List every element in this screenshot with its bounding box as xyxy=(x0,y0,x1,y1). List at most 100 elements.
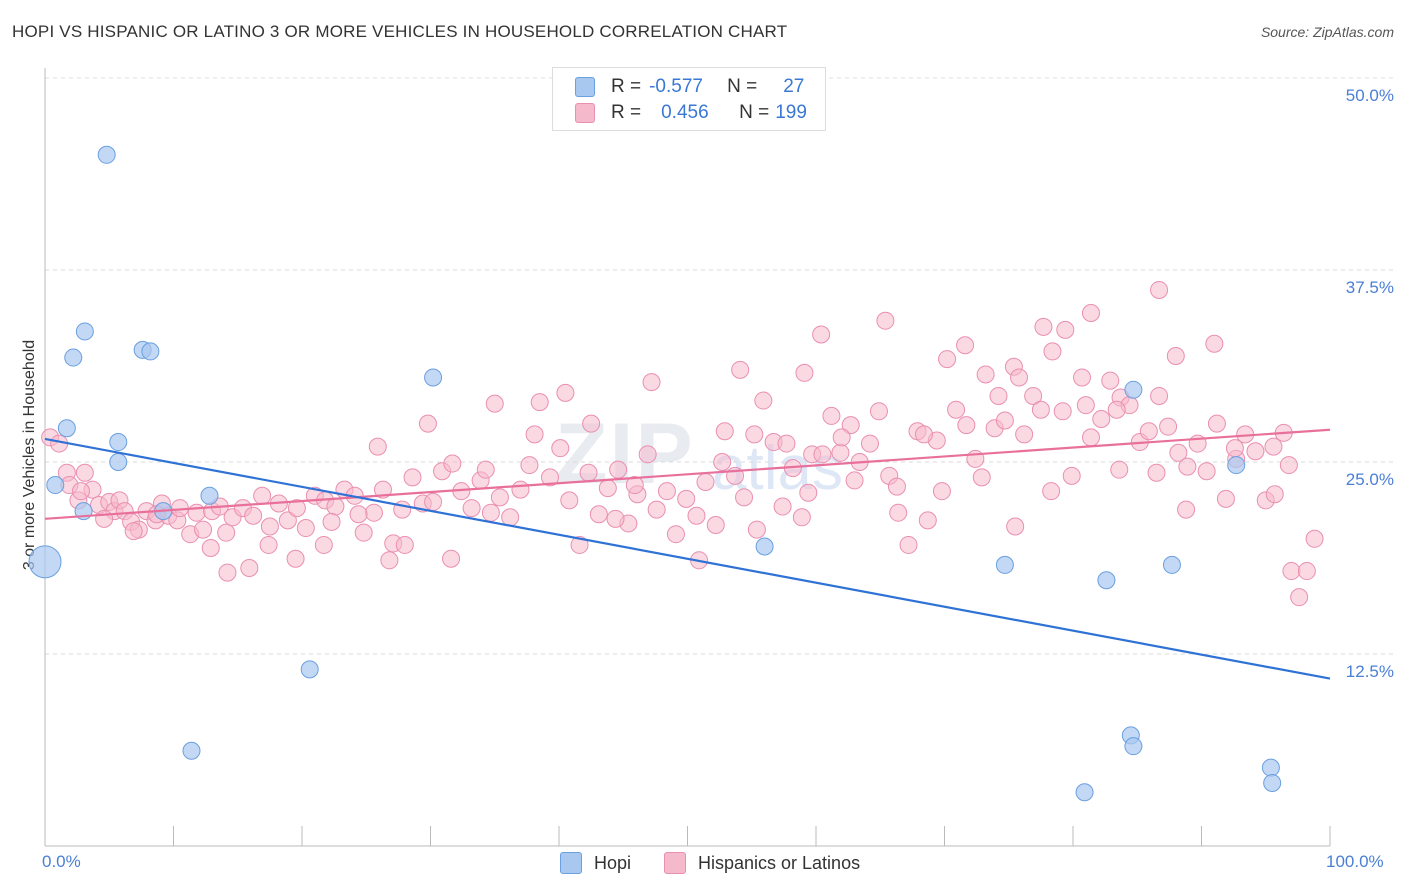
hispanic-point xyxy=(832,428,851,447)
hispanic-point xyxy=(947,400,966,419)
hispanic-point xyxy=(932,482,951,501)
hispanic-point xyxy=(706,515,725,534)
hispanic-point xyxy=(75,463,94,482)
hispanic-point xyxy=(1246,442,1265,461)
hopi-point xyxy=(46,476,65,495)
hispanic-point xyxy=(560,491,579,510)
hispanic-point xyxy=(1024,386,1043,405)
hispanic-point xyxy=(1290,588,1309,607)
legend-hispanic-label: Hispanics or Latinos xyxy=(698,852,861,873)
hispanic-point xyxy=(1062,466,1081,485)
legend-hopi-label: Hopi xyxy=(594,852,632,873)
hispanic-point xyxy=(799,483,818,502)
hispanic-point xyxy=(747,520,766,539)
hispanic-point xyxy=(1015,425,1034,444)
hopi-point xyxy=(97,145,116,164)
hispanic-point xyxy=(914,425,933,444)
legend-item-hispanic: Hispanics or Latinos xyxy=(664,852,860,874)
y-tick-label: 25.0% xyxy=(1345,470,1394,489)
hispanic-point xyxy=(1207,414,1226,433)
hispanic-point xyxy=(462,499,481,518)
hopi-point xyxy=(57,419,76,438)
hispanic-point xyxy=(259,535,278,554)
hispanic-swatch xyxy=(575,103,595,123)
hopi-point xyxy=(141,342,160,361)
hispanic-point xyxy=(1031,400,1050,419)
hispanic-point xyxy=(349,505,368,524)
hispanic-point xyxy=(1216,489,1235,508)
hispanic-point xyxy=(217,523,236,542)
legend-hispanic-swatch xyxy=(664,852,686,874)
legend-item-hopi: Hopi xyxy=(560,852,631,874)
hispanic-point xyxy=(481,503,500,522)
hispanic-point xyxy=(1169,443,1188,462)
hispanic-point xyxy=(354,523,373,542)
hispanic-point xyxy=(1006,517,1025,536)
hispanic-point xyxy=(403,468,422,487)
y-tick-label: 50.0% xyxy=(1345,86,1394,105)
hispanic-point xyxy=(773,497,792,516)
hispanic-point xyxy=(609,460,628,479)
hopi-point xyxy=(995,555,1014,574)
hispanic-point xyxy=(443,454,462,473)
hispanic-point xyxy=(556,383,575,402)
hispanic-point xyxy=(194,520,213,539)
hispanic-point xyxy=(1056,320,1075,339)
hopi-point xyxy=(182,741,201,760)
hispanic-point xyxy=(972,468,991,487)
hispanic-point xyxy=(638,445,657,464)
hispanic-point xyxy=(795,363,814,382)
hispanic-point xyxy=(1110,460,1129,479)
hispanic-point xyxy=(582,414,601,433)
hispanic-point xyxy=(286,549,305,568)
y-tick-label: 37.5% xyxy=(1345,278,1394,297)
hispanic-point xyxy=(956,336,975,355)
hispanic-point xyxy=(253,486,272,505)
hispanic-point xyxy=(995,411,1014,430)
hispanic-point xyxy=(696,472,715,491)
hispanic-point xyxy=(530,393,549,412)
legend-hopi-swatch xyxy=(560,852,582,874)
hispanic-point xyxy=(1053,402,1072,421)
hopi-point xyxy=(755,537,774,556)
hispanic-point xyxy=(520,456,539,475)
hispanic-point xyxy=(570,535,589,554)
hispanic-point xyxy=(579,463,598,482)
hopi-point xyxy=(1227,456,1246,475)
hispanic-point xyxy=(642,373,661,392)
hispanic-point xyxy=(373,480,392,499)
hispanic-point xyxy=(792,508,811,527)
hispanic-point xyxy=(745,425,764,444)
hispanic-point xyxy=(677,489,696,508)
hopi-point xyxy=(200,486,219,505)
hispanic-point xyxy=(754,391,773,410)
hopi-point xyxy=(64,348,83,367)
hispanic-point xyxy=(1150,386,1169,405)
hispanic-trend-line xyxy=(44,428,1331,520)
hispanic-point xyxy=(647,500,666,519)
hopi-point xyxy=(424,368,443,387)
hopi-point xyxy=(1075,783,1094,802)
x-tick-max: 100.0% xyxy=(1326,852,1384,871)
hispanic-point xyxy=(244,506,263,525)
hispanic-point xyxy=(296,519,315,538)
hispanic-point xyxy=(845,471,864,490)
hispanic-point xyxy=(541,468,560,487)
hispanic-point xyxy=(889,503,908,522)
legend-row-hispanic: R = 0.456 N = 199 xyxy=(575,102,807,124)
hispanic-point xyxy=(1107,400,1126,419)
hispanic-point xyxy=(485,394,504,413)
hispanic-point xyxy=(395,535,414,554)
hispanic-point xyxy=(490,488,509,507)
hispanic-point xyxy=(713,453,732,471)
hispanic-point xyxy=(1081,428,1100,447)
hispanic-point xyxy=(687,506,706,525)
hispanic-point xyxy=(1092,409,1111,428)
hopi-point xyxy=(1263,774,1282,793)
hispanic-point xyxy=(1225,439,1244,458)
hispanic-point xyxy=(860,434,879,453)
hopi-point xyxy=(300,660,319,679)
hispanic-point xyxy=(918,511,937,530)
hispanic-point xyxy=(957,416,976,435)
hispanic-point xyxy=(124,522,143,541)
